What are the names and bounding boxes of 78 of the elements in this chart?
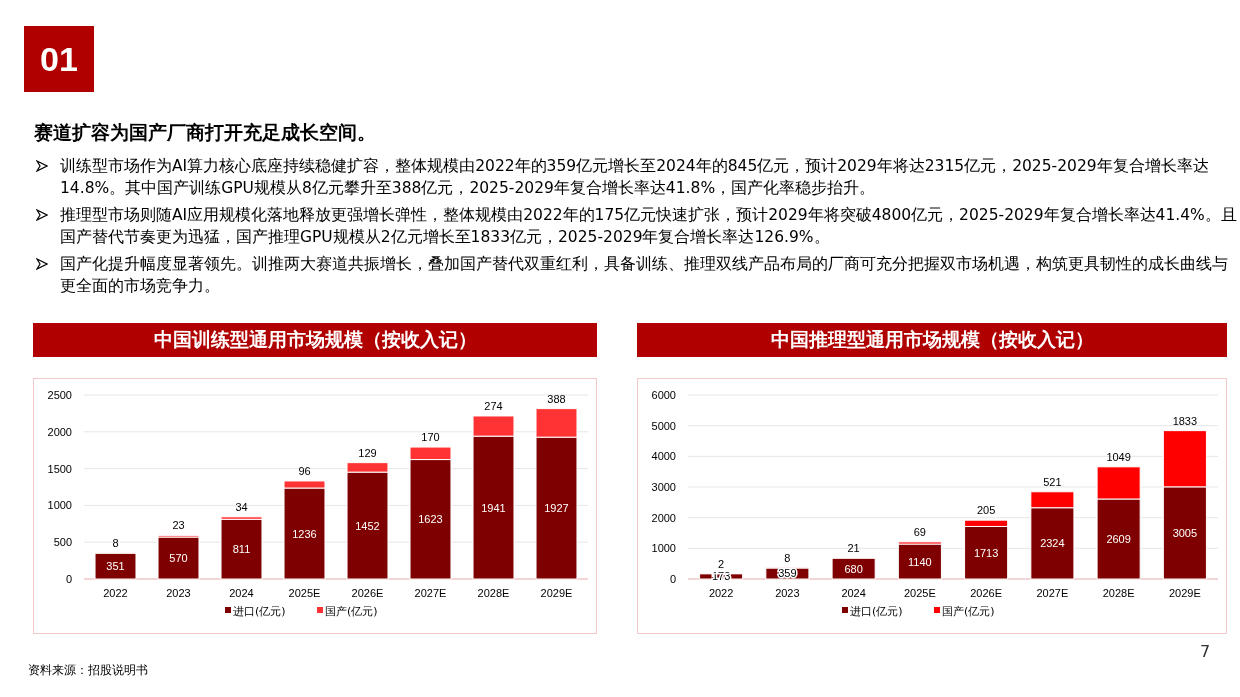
data-label: 170 (421, 431, 440, 444)
data-label: 96 (298, 464, 311, 477)
data-label: 205 (976, 504, 996, 517)
x-tick-label: 2027E (414, 587, 447, 599)
x-tick-label: 2029E (540, 587, 573, 599)
data-label: 1713 (973, 546, 999, 559)
text: 推理型市场则随AI应用规模化落地释放更强增长弹性，整体规模由2022年的175亿元快速扩张，预计2029年将突破4800亿元，2025-2029年复合增长率达41.4%。且国产替代节奏更为迅猛，国产推理GPU规模从2亿元增长至1833亿元，2025-2029年复合增长率达126.9%。 (59, 205, 1238, 248)
x-tick-label: 2022 (708, 587, 734, 599)
x-tick-label: 2024 (841, 587, 866, 599)
data-label: 8 (112, 536, 119, 549)
legend-label: 国产(亿元) (942, 605, 995, 618)
data-label: 23 (172, 519, 185, 532)
x-tick-label: 2027E (1036, 587, 1069, 599)
x-tick-label: 2026E (351, 587, 384, 599)
data-label: 2324 (1040, 537, 1065, 550)
data-label: 1623 (418, 513, 443, 526)
legend-label: 进口(亿元) (850, 605, 903, 618)
bar (220, 518, 263, 580)
y-tick-label: 3000 (651, 481, 676, 493)
x-tick-label: 2024 (229, 587, 254, 599)
x-tick-label: 2028E (1102, 587, 1135, 599)
data-label: 521 (1043, 475, 1062, 488)
y-tick-label: 0 (669, 573, 676, 585)
y-tick-label: 5000 (651, 419, 676, 432)
bar (94, 552, 137, 580)
y-tick-label: 2500 (47, 389, 72, 401)
data-label: 388 (547, 392, 566, 405)
text: 国产化提升幅度显著领先。训推两大赛道共振增长，叠加国产替代双重红利，具备训练、推理双线产品布局的厂商可充分把握双市场机遇，构筑更具韧性的成长曲线与更全面的市场竞争力。 (59, 254, 1229, 297)
y-tick-label: 1000 (651, 542, 676, 555)
data-label: 8 (784, 551, 791, 564)
data-label: 1452 (355, 519, 380, 532)
data-label: 351 (106, 560, 125, 573)
y-tick-label: 2000 (47, 425, 72, 438)
data-label: 359 (778, 567, 797, 580)
legend-label: 国产(亿元) (325, 605, 378, 618)
data-label: 1833 (1172, 414, 1198, 427)
legend-label: 进口(亿元) (233, 605, 286, 618)
text: 7 (1200, 642, 1211, 661)
y-tick-label: 0 (65, 573, 72, 585)
x-tick-label: 2025E (288, 587, 321, 599)
data-label: 21 (847, 541, 860, 554)
data-label: 69 (913, 525, 926, 538)
x-tick-label: 2026E (970, 587, 1003, 599)
data-label: 1941 (481, 501, 506, 514)
x-tick-label: 2023 (775, 587, 800, 599)
x-tick-label: 2022 (103, 587, 128, 599)
data-label: 1236 (292, 527, 317, 540)
x-tick-label: 2023 (166, 587, 191, 599)
data-label: 2609 (1106, 533, 1131, 545)
x-tick-label: 2029E (1168, 587, 1201, 599)
data-label: 1049 (1106, 450, 1131, 463)
x-tick-label: 2025E (903, 587, 936, 599)
text: 赛道扩容为国产厂商打开充足成长空间。 (34, 120, 376, 145)
bar (897, 543, 942, 580)
y-tick-label: 500 (53, 536, 72, 549)
data-label: 680 (844, 562, 863, 575)
y-tick-label: 1000 (47, 499, 72, 512)
data-label: 811 (232, 543, 251, 556)
data-label: 570 (169, 552, 188, 565)
data-label: 1140 (908, 555, 932, 568)
y-tick-label: 4000 (651, 450, 676, 463)
text: 资料来源：招股说明书 (28, 662, 148, 679)
chart-title: 中国训练型通用市场规模（按收入记） (33, 323, 597, 357)
y-tick-label: 1500 (47, 462, 72, 475)
bar (157, 536, 200, 580)
y-tick-label: 6000 (651, 389, 676, 401)
data-label: 34 (235, 500, 248, 513)
chart-title: 中国推理型通用市场规模（按收入记） (637, 323, 1227, 357)
text: 01 (24, 26, 94, 92)
data-label: 1927 (544, 502, 569, 515)
data-label: 129 (358, 446, 377, 459)
data-label: 274 (484, 399, 503, 412)
data-label: 2 (718, 557, 725, 570)
text: 训练型市场作为AI算力核心底座持续稳健扩容，整体规模由2022年的359亿元增长至2024年的845亿元，预计2029年将达2315亿元，2025-2029年复合增长率达14.8%。其中国产训练GPU规模从8亿元攀升至388亿元，2025-2029年复合增长率达41.8%，国产化率稳步抬升。 (59, 156, 1210, 199)
bar (831, 557, 876, 580)
data-label: 3005 (1172, 526, 1198, 539)
y-tick-label: 2000 (651, 511, 676, 524)
x-tick-label: 2028E (477, 587, 510, 599)
